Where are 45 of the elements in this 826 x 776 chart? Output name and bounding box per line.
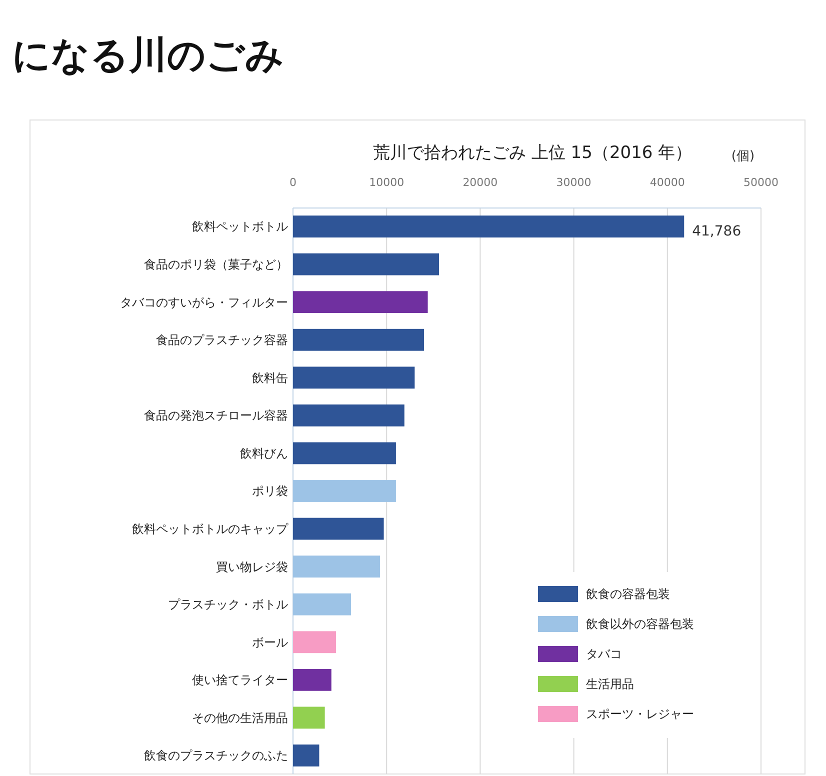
y-tick-label: 使い捨てライター bbox=[192, 673, 288, 688]
y-tick-label: 飲食のプラスチックのふた bbox=[144, 748, 288, 763]
y-tick-label: タバコのすいがら・フィルター bbox=[120, 295, 288, 310]
bar bbox=[293, 668, 332, 691]
legend-label: スポーツ・レジャー bbox=[586, 707, 694, 722]
y-tick-label: プラスチック・ボトル bbox=[168, 598, 288, 612]
bar bbox=[293, 556, 380, 578]
bar bbox=[293, 328, 424, 351]
y-tick-label: ボール bbox=[252, 635, 288, 650]
legend-label: タバコ bbox=[586, 647, 622, 662]
text: になる川のごみ bbox=[12, 33, 284, 77]
x-tick-label: 30000 bbox=[556, 176, 592, 189]
x-axis-title: (個) bbox=[731, 149, 755, 164]
x-tick-label: 50000 bbox=[744, 176, 778, 189]
y-tick-label: 食品のプラスチック容器 bbox=[156, 333, 288, 348]
bar bbox=[293, 442, 396, 464]
y-tick-label: 食品の発泡スチロール容器 bbox=[144, 408, 288, 423]
legend-label: 生活用品 bbox=[586, 677, 634, 692]
legend-label: 飲食の容器包装 bbox=[586, 587, 670, 602]
y-tick-label: 飲料缶 bbox=[252, 370, 288, 385]
bar bbox=[293, 366, 415, 389]
x-tick-label: 10000 bbox=[369, 176, 404, 189]
y-tick-label: 買い物レジ袋 bbox=[216, 560, 288, 574]
y-tick-label: 飲料びん bbox=[240, 446, 288, 460]
bar bbox=[293, 593, 352, 616]
bar bbox=[293, 291, 428, 314]
bar bbox=[293, 404, 404, 426]
bar bbox=[293, 744, 320, 766]
chart-title: 荒川で拾われたごみ 上位 15（2016 年） bbox=[373, 143, 692, 163]
bar bbox=[293, 480, 396, 502]
y-tick-label: 飲料ペットボトル bbox=[192, 220, 288, 234]
y-tick-label: 食品のポリ袋（菓子など） bbox=[144, 258, 288, 272]
x-tick-label: 0 bbox=[290, 176, 296, 189]
y-tick-label: 飲料ペットボトルのキャップ bbox=[132, 522, 289, 536]
y-tick-label: ポリ袋 bbox=[252, 484, 288, 498]
data-label: 41,786 bbox=[692, 223, 742, 240]
bar bbox=[293, 631, 336, 654]
bar bbox=[293, 216, 684, 238]
legend-label: 飲食以外の容器包装 bbox=[586, 617, 694, 632]
bar bbox=[293, 706, 325, 729]
x-tick-label: 20000 bbox=[462, 176, 498, 189]
bar bbox=[293, 253, 440, 276]
y-tick-label: その他の生活用品 bbox=[192, 710, 288, 725]
bar bbox=[293, 518, 384, 540]
x-tick-label: 40000 bbox=[650, 176, 685, 189]
